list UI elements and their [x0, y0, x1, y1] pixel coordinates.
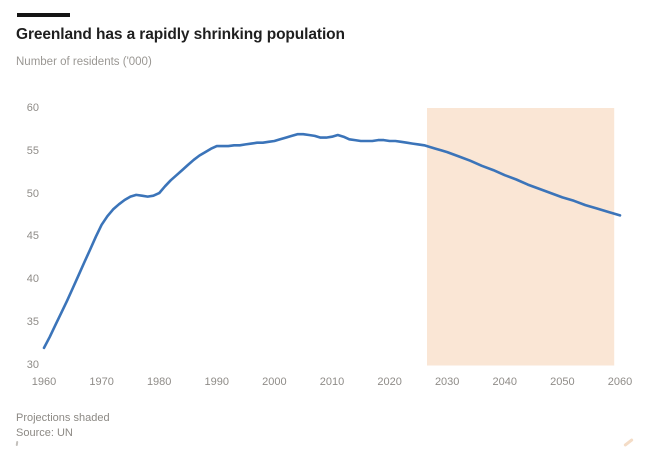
y-tick-label: 45 [26, 230, 39, 243]
x-tick-label: 2050 [550, 376, 575, 388]
y-tick-label: 55 [26, 144, 39, 157]
x-tick-label: 2030 [434, 376, 460, 388]
x-tick-label: 2060 [607, 376, 633, 388]
y-tick-label: 35 [26, 315, 39, 328]
chart-subtitle: Number of residents ('000) [16, 56, 152, 68]
chart-title: Greenland has a rapidly shrinking popula… [16, 26, 345, 43]
y-tick-label: 60 [26, 102, 39, 114]
y-tick-label: 50 [26, 187, 39, 200]
x-tick-label: 2000 [262, 376, 287, 388]
population-line [42, 132, 622, 350]
y-tick-label: 40 [26, 273, 39, 285]
x-tick-label: 2040 [492, 376, 518, 388]
projections-note: Projections shaded [16, 412, 110, 424]
title-rule [17, 13, 70, 17]
y-tick-label: 30 [26, 358, 39, 371]
source-note: Source: UN [16, 427, 73, 439]
x-tick-label: 1980 [146, 376, 172, 388]
x-tick-label: 2020 [377, 376, 402, 388]
x-tick-label: 1960 [31, 376, 57, 388]
x-tick-label: 1990 [204, 376, 230, 388]
x-tick-label: 2010 [319, 376, 345, 388]
projection-shaded-region [427, 108, 615, 366]
x-tick-label: 1970 [89, 376, 114, 388]
